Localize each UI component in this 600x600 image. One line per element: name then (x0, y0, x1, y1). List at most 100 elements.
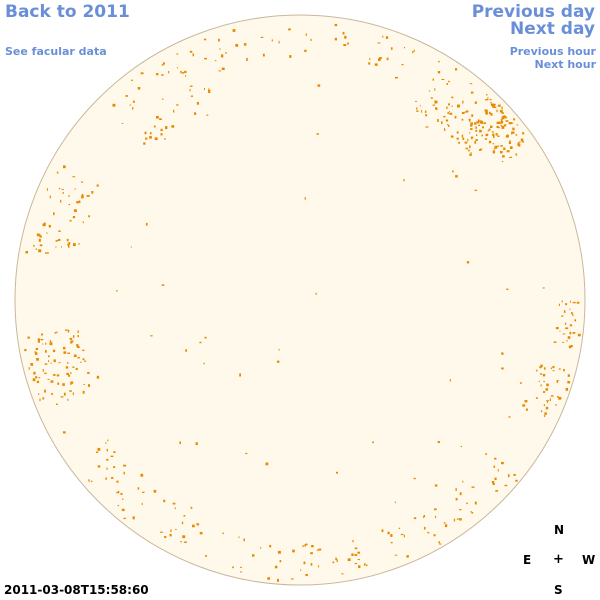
facula-speck (363, 563, 366, 566)
facula-speck (96, 184, 99, 187)
facula-speck (81, 195, 84, 199)
see-facular-data-link[interactable]: See facular data (5, 45, 107, 58)
facula-speck (492, 133, 495, 137)
facula-speck (30, 363, 34, 366)
facula-speck (96, 451, 99, 453)
facula-speck (464, 141, 468, 144)
facula-speck (543, 391, 546, 393)
facula-speck (106, 467, 108, 470)
facula-speck (203, 362, 205, 365)
facula-speck (189, 85, 193, 87)
facula-speck (117, 504, 120, 507)
facula-speck (540, 364, 543, 367)
previous-hour-link[interactable]: Previous hour (509, 45, 596, 58)
facula-speck (479, 129, 482, 133)
facula-speck (76, 344, 79, 347)
facula-speck (490, 125, 493, 128)
facula-speck (334, 23, 338, 27)
facula-speck (67, 329, 70, 333)
facula-speck (260, 36, 264, 38)
facula-speck (38, 234, 41, 236)
facula-speck (83, 383, 85, 385)
facula-speck (545, 388, 548, 391)
facula-speck (278, 40, 280, 44)
facula-speck (145, 137, 148, 140)
facula-speck (404, 47, 406, 49)
facula-speck (435, 515, 437, 518)
facula-speck (390, 47, 393, 50)
facula-speck (413, 517, 417, 520)
facula-speck (456, 518, 459, 520)
facula-speck (88, 384, 90, 387)
facula-speck (121, 508, 125, 512)
facula-speck (56, 171, 59, 174)
next-hour-link[interactable]: Next hour (534, 58, 597, 71)
facula-speck (401, 64, 404, 66)
facula-speck (486, 94, 488, 96)
facula-speck (42, 397, 45, 400)
facula-speck (520, 382, 522, 384)
facula-speck (493, 148, 496, 150)
facula-speck (60, 246, 62, 248)
facula-speck (310, 563, 313, 566)
facula-speck (72, 243, 76, 247)
facula-speck (357, 551, 361, 554)
facula-speck (156, 116, 159, 119)
facula-speck (567, 374, 570, 377)
facula-speck (143, 142, 146, 145)
facula-speck (267, 577, 270, 580)
facula-speck (377, 42, 381, 44)
facula-speck (459, 492, 462, 496)
facula-speck (173, 109, 175, 113)
facula-speck (169, 533, 172, 537)
facula-speck (386, 57, 389, 61)
facula-speck (171, 125, 175, 128)
facula-speck (354, 554, 358, 556)
facula-speck (390, 542, 393, 544)
facula-speck (40, 338, 44, 341)
facula-speck (475, 126, 477, 129)
facula-speck (368, 62, 371, 65)
facula-speck (434, 100, 438, 104)
facula-speck (176, 53, 179, 55)
facula-speck (443, 522, 446, 524)
back-to-year-link[interactable]: Back to 2011 (5, 2, 130, 22)
facula-speck (180, 70, 182, 74)
facula-speck (218, 38, 220, 42)
facula-speck (300, 569, 302, 571)
facula-speck (511, 131, 513, 135)
facula-speck (196, 102, 199, 105)
facula-speck (445, 119, 449, 122)
facula-speck (497, 135, 500, 137)
facula-speck (67, 398, 69, 401)
next-day-link[interactable]: Next day (510, 19, 595, 39)
facula-speck (62, 192, 64, 194)
facula-speck (116, 480, 119, 483)
facula-speck (176, 67, 178, 69)
facula-speck (182, 535, 186, 539)
facula-speck (154, 137, 158, 141)
facula-speck (66, 372, 69, 375)
facula-speck (274, 565, 278, 569)
facula-speck (469, 119, 471, 123)
facula-speck (500, 151, 503, 154)
facula-speck (476, 120, 478, 122)
facula-speck (302, 545, 305, 547)
facula-speck (562, 333, 566, 335)
previous-day-link[interactable]: Previous day (471, 2, 595, 22)
facula-speck (304, 49, 307, 52)
facula-speck (305, 543, 308, 546)
facula-speck (204, 88, 205, 90)
facula-speck (80, 361, 82, 363)
facula-speck (564, 322, 567, 325)
facula-speck (555, 327, 559, 330)
facula-speck (113, 466, 116, 468)
facula-speck (478, 124, 481, 126)
facula-speck (38, 238, 41, 242)
facula-speck (455, 175, 458, 178)
facula-speck (153, 489, 157, 493)
facula-speck (86, 195, 90, 197)
facula-speck (561, 300, 563, 303)
facula-speck (543, 367, 546, 370)
facula-speck (470, 152, 472, 154)
